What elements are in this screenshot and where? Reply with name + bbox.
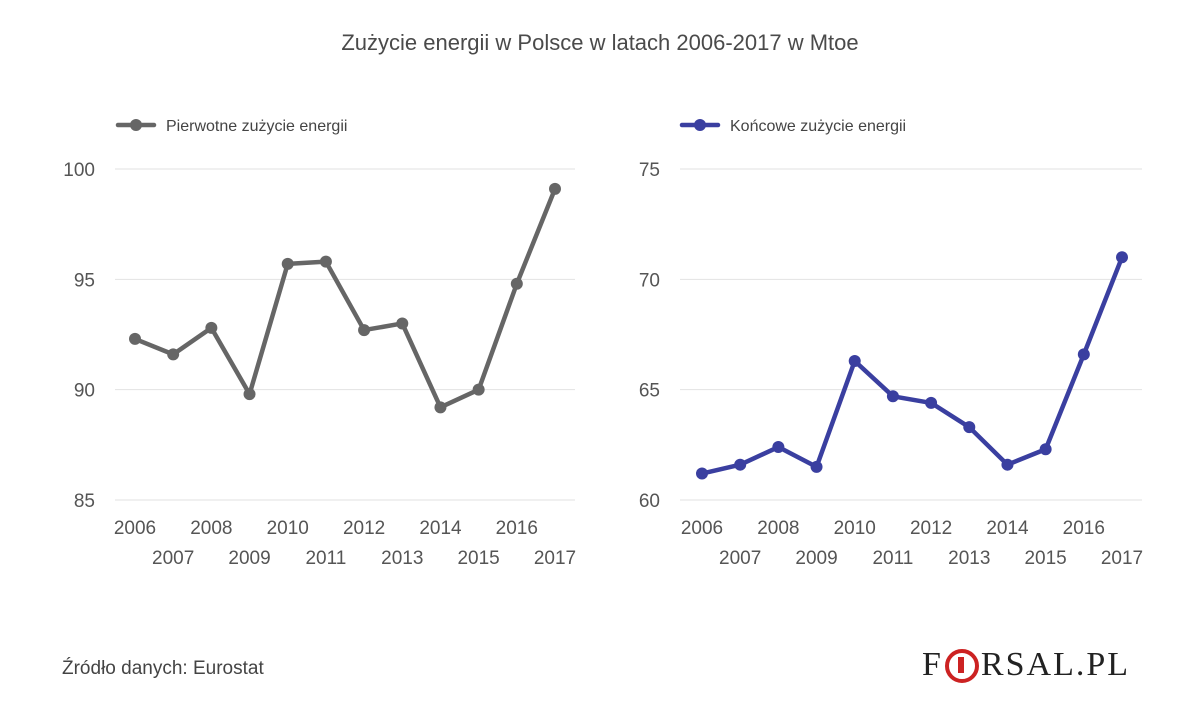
forsal-logo[interactable]: F RSAL.PL bbox=[922, 645, 1130, 685]
x-tick-label: 2015 bbox=[457, 548, 499, 569]
data-point bbox=[510, 277, 523, 290]
data-point bbox=[129, 332, 141, 345]
logo-text-right: RSAL.PL bbox=[980, 646, 1131, 683]
y-tick-label: 85 bbox=[74, 491, 95, 512]
y-tick-label: 90 bbox=[74, 381, 95, 402]
x-tick-label: 2012 bbox=[910, 518, 952, 539]
y-tick-label: 75 bbox=[639, 160, 660, 181]
logo-text-left: F bbox=[922, 646, 943, 683]
data-point bbox=[167, 348, 180, 361]
data-point bbox=[696, 467, 708, 480]
data-point bbox=[734, 458, 747, 471]
legend-marker bbox=[130, 119, 142, 131]
x-tick-label: 2017 bbox=[534, 548, 576, 569]
data-point bbox=[243, 388, 256, 401]
x-tick-label: 2008 bbox=[190, 518, 232, 539]
x-tick-label: 2015 bbox=[1024, 548, 1066, 569]
x-tick-label: 2013 bbox=[948, 548, 990, 569]
legend-label: Końcowe zużycie energii bbox=[730, 118, 906, 135]
y-tick-label: 70 bbox=[639, 270, 660, 291]
x-tick-label: 2009 bbox=[795, 548, 837, 569]
x-tick-label: 2011 bbox=[305, 548, 346, 569]
data-point bbox=[772, 441, 785, 454]
data-point bbox=[963, 421, 976, 434]
y-tick-label: 100 bbox=[63, 160, 95, 181]
data-point bbox=[848, 354, 861, 367]
logo-mark-icon bbox=[944, 649, 979, 683]
x-tick-label: 2008 bbox=[757, 518, 799, 539]
x-tick-label: 2009 bbox=[228, 548, 270, 569]
chart-title: Zużycie energii w Polsce w latach 2006-2… bbox=[341, 30, 859, 55]
series-line bbox=[699, 255, 1125, 476]
data-point bbox=[472, 383, 485, 396]
x-tick-label: 2014 bbox=[986, 518, 1029, 539]
data-point bbox=[1077, 348, 1090, 361]
x-tick-label: 2006 bbox=[114, 518, 156, 539]
data-point bbox=[925, 396, 938, 409]
data-point bbox=[886, 390, 899, 403]
x-tick-label: 2016 bbox=[496, 518, 538, 539]
legend-marker bbox=[694, 119, 706, 131]
series-line bbox=[132, 186, 558, 410]
source-note: Źródło danych: Eurostat bbox=[62, 658, 264, 679]
x-tick-label: 2017 bbox=[1101, 548, 1143, 569]
legend-label: Pierwotne zużycie energii bbox=[166, 118, 347, 135]
x-tick-label: 2007 bbox=[719, 548, 761, 569]
x-tick-label: 2006 bbox=[681, 518, 723, 539]
x-tick-label: 2011 bbox=[872, 548, 913, 569]
data-point bbox=[281, 257, 294, 270]
chart-panel-primary: 85 90 95 100 2006 2007 2008 2009 2010 2011 2012 201… bbox=[63, 118, 576, 569]
x-tick-label: 2007 bbox=[152, 548, 194, 569]
data-point bbox=[358, 324, 371, 337]
data-point bbox=[1116, 251, 1128, 264]
x-tick-label: 2010 bbox=[267, 518, 309, 539]
y-tick-label: 60 bbox=[639, 491, 660, 512]
y-tick-label: 65 bbox=[639, 381, 660, 402]
data-point bbox=[319, 255, 332, 268]
data-point bbox=[396, 317, 409, 330]
x-tick-label: 2010 bbox=[834, 518, 876, 539]
x-tick-label: 2016 bbox=[1063, 518, 1105, 539]
y-tick-label: 95 bbox=[74, 270, 95, 291]
x-tick-label: 2013 bbox=[381, 548, 423, 569]
data-point bbox=[1001, 458, 1014, 471]
data-point bbox=[1039, 443, 1052, 456]
data-point bbox=[549, 182, 561, 195]
x-tick-label: 2012 bbox=[343, 518, 385, 539]
chart-panel-final: 60 65 70 75 2006 2007 2008 2009 2010 2011 2012 2013… bbox=[639, 118, 1143, 569]
data-point bbox=[810, 460, 823, 473]
data-point bbox=[205, 321, 218, 334]
data-point bbox=[434, 401, 447, 414]
x-tick-label: 2014 bbox=[419, 518, 462, 539]
